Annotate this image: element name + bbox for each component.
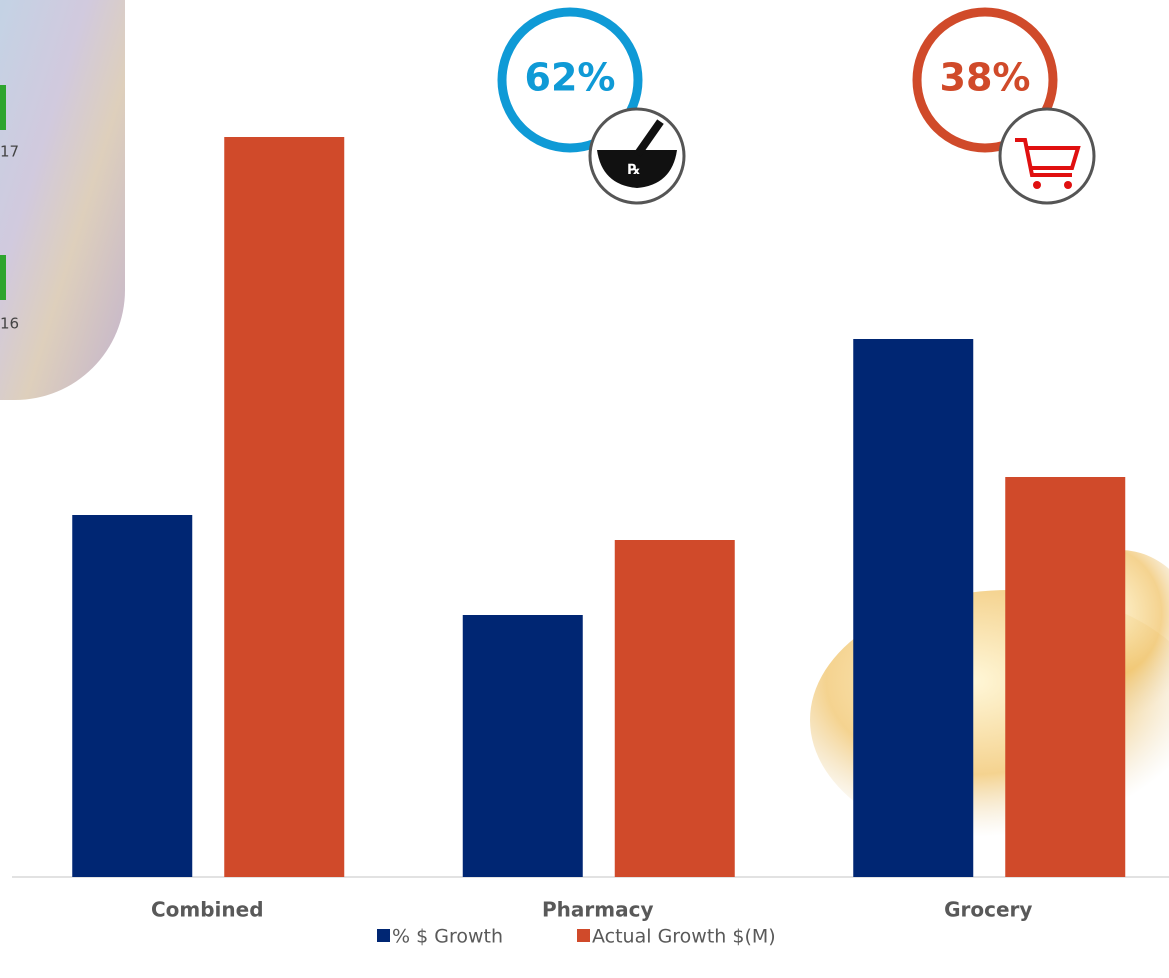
badge-label: 62% [525,56,616,100]
badge-ring [912,7,1058,153]
legend-swatch [377,929,390,942]
x-tick-label: Grocery [944,898,1032,922]
legend-label: % $ Growth [392,926,503,948]
mortar-icon [597,150,677,188]
legend-label: Actual Growth $(M) [592,926,776,948]
rx-icon: ℞ [628,162,641,178]
badge-ring [497,7,643,153]
bar [224,137,345,877]
badge-label: 38% [940,56,1031,100]
cart-icon [1015,138,1081,177]
bar [72,515,193,877]
bar [614,540,735,877]
grocery-badge: 38% [912,7,1096,205]
money-badge [0,255,6,300]
pestle-icon [634,119,664,157]
x-tick-label: Combined [151,898,264,922]
pharmacy-badge: 62% ℞ [497,7,686,205]
icon-circle [998,107,1096,205]
bar [853,339,974,877]
fragment: 17 [0,143,19,161]
bar [462,615,583,877]
bar [1005,477,1126,877]
legend-swatch [577,929,590,942]
cart-wheel [1064,181,1072,189]
fragment: 16 [0,315,19,333]
money-badge [0,85,6,130]
background-money [0,0,125,400]
x-tick-label: Pharmacy [542,898,653,922]
cart-wheel [1033,181,1041,189]
